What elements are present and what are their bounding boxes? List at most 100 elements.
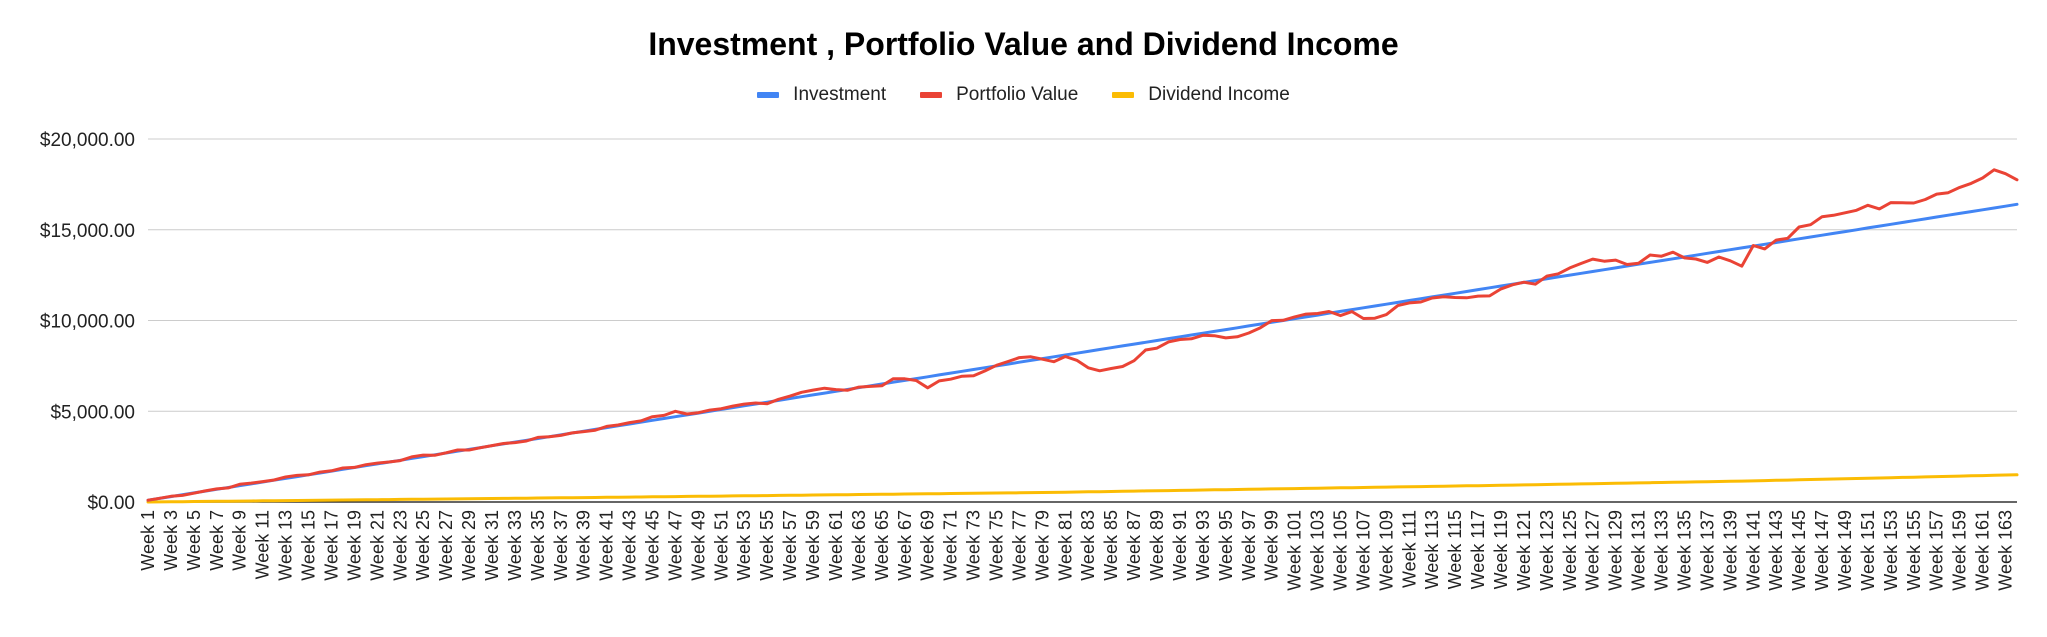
x-tick-label: Week 63 [849, 510, 869, 581]
x-tick-label: Week 145 [1789, 510, 1809, 591]
x-tick-label: Week 143 [1766, 510, 1786, 591]
x-tick-label: Week 127 [1583, 510, 1603, 591]
x-tick-label: Week 13 [276, 510, 296, 581]
x-tick-label: Week 105 [1330, 510, 1350, 591]
x-tick-label: Week 159 [1950, 510, 1970, 591]
x-tick-label: Week 11 [253, 510, 273, 579]
x-tick-label: Week 121 [1514, 510, 1534, 591]
x-tick-label: Week 1 [138, 510, 158, 571]
x-tick-label: Week 107 [1353, 510, 1373, 591]
legend: Investment Portfolio Value Dividend Inco… [0, 84, 2047, 106]
legend-swatch-dividend-income [1112, 92, 1135, 98]
x-tick-label: Week 45 [643, 510, 663, 581]
x-tick-label: Week 155 [1904, 510, 1924, 591]
x-tick-label: Week 119 [1491, 510, 1511, 589]
x-tick-label: Week 73 [964, 510, 984, 581]
legend-label-investment: Investment [793, 84, 887, 105]
x-tick-label: Week 135 [1674, 510, 1694, 591]
x-tick-label: Week 7 [207, 510, 227, 571]
x-tick-label: Week 133 [1652, 510, 1672, 591]
x-tick-label: Week 53 [734, 510, 754, 581]
x-tick-label: Week 47 [665, 510, 685, 581]
x-tick-label: Week 31 [482, 510, 502, 581]
x-tick-label: Week 117 [1468, 510, 1488, 589]
chart-title: Investment , Portfolio Value and Dividen… [648, 26, 1399, 62]
x-tick-label: Week 91 [1170, 510, 1190, 581]
x-tick-label: Week 15 [299, 510, 319, 581]
x-tick-label: Week 65 [872, 510, 892, 581]
x-tick-label: Week 151 [1858, 510, 1878, 591]
y-tick-label: $10,000.00 [40, 312, 135, 333]
x-tick-label: Week 129 [1606, 510, 1626, 591]
x-tick-label: Week 55 [757, 510, 777, 581]
x-tick-label: Week 101 [1285, 510, 1305, 591]
x-tick-label: Week 49 [688, 510, 708, 581]
series-line-portfolio-value [146, 168, 2019, 502]
x-tick-label: Week 89 [1147, 510, 1167, 581]
y-tick-label: $20,000.00 [40, 130, 135, 151]
y-tick-label: $5,000.00 [50, 402, 135, 423]
y-tick-label: $15,000.00 [40, 221, 135, 242]
x-tick-label: Week 111 [1399, 510, 1419, 588]
x-tick-label: Week 95 [1216, 510, 1236, 581]
x-tick-label: Week 137 [1697, 510, 1717, 591]
x-tick-label: Week 99 [1262, 510, 1282, 581]
x-tick-label: Week 17 [321, 510, 341, 581]
x-tick-label: Week 149 [1835, 510, 1855, 591]
x-tick-label: Week 103 [1308, 510, 1328, 591]
legend-swatch-investment [757, 92, 780, 98]
x-tick-label: Week 83 [1078, 510, 1098, 581]
x-tick-label: Week 139 [1720, 510, 1740, 591]
x-tick-label: Week 19 [344, 510, 364, 581]
x-tick-label: Week 77 [1009, 510, 1029, 581]
legend-item-portfolio-value[interactable]: Portfolio Value [920, 84, 1078, 106]
x-tick-label: Week 141 [1743, 510, 1763, 591]
x-tick-label: Week 113 [1422, 510, 1442, 589]
x-tick-label: Week 131 [1629, 510, 1649, 591]
x-tick-label: Week 161 [1973, 510, 1993, 591]
x-tick-label: Week 3 [161, 510, 181, 571]
x-tick-label: Week 147 [1812, 510, 1832, 591]
x-tick-label: Week 29 [459, 510, 479, 581]
x-tick-label: Week 21 [367, 510, 387, 581]
x-tick-label: Week 37 [551, 510, 571, 581]
x-tick-label: Week 9 [230, 510, 250, 571]
legend-label-portfolio-value: Portfolio Value [956, 84, 1079, 105]
x-tick-label: Week 23 [390, 510, 410, 581]
legend-swatch-portfolio-value [920, 92, 943, 98]
y-tick-label: $0.00 [87, 493, 135, 514]
x-tick-label: Week 109 [1376, 510, 1396, 591]
x-tick-label: Week 69 [918, 510, 938, 581]
x-tick-label: Week 75 [987, 510, 1007, 581]
x-tick-label: Week 35 [528, 510, 548, 581]
x-tick-label: Week 115 [1445, 510, 1465, 589]
x-tick-label: Week 157 [1927, 510, 1947, 591]
x-tick-label: Week 93 [1193, 510, 1213, 581]
x-tick-label: Week 97 [1239, 510, 1259, 581]
x-tick-label: Week 71 [941, 510, 961, 581]
x-tick-label: Week 39 [574, 510, 594, 581]
x-tick-label: Week 79 [1032, 510, 1052, 581]
legend-item-investment[interactable]: Investment [757, 84, 886, 106]
x-tick-label: Week 41 [597, 510, 617, 581]
x-tick-label: Week 123 [1537, 510, 1557, 591]
x-tick-label: Week 59 [803, 510, 823, 581]
x-tick-label: Week 43 [620, 510, 640, 581]
x-tick-label: Week 33 [505, 510, 525, 581]
series-line-dividend-income [146, 473, 2019, 504]
x-tick-label: Week 25 [413, 510, 433, 581]
x-tick-label: Week 57 [780, 510, 800, 581]
legend-label-dividend-income: Dividend Income [1148, 84, 1290, 105]
legend-item-dividend-income[interactable]: Dividend Income [1112, 84, 1290, 106]
x-tick-label: Week 163 [1996, 510, 2016, 591]
x-tick-label: Week 67 [895, 510, 915, 581]
x-tick-label: Week 125 [1560, 510, 1580, 591]
x-tick-label: Week 51 [711, 510, 731, 581]
x-tick-label: Week 61 [826, 510, 846, 581]
x-tick-label: Week 5 [184, 510, 204, 571]
x-tick-label: Week 85 [1101, 510, 1121, 581]
x-tick-label: Week 87 [1124, 510, 1144, 581]
x-tick-label: Week 153 [1881, 510, 1901, 591]
x-tick-label: Week 27 [436, 510, 456, 581]
